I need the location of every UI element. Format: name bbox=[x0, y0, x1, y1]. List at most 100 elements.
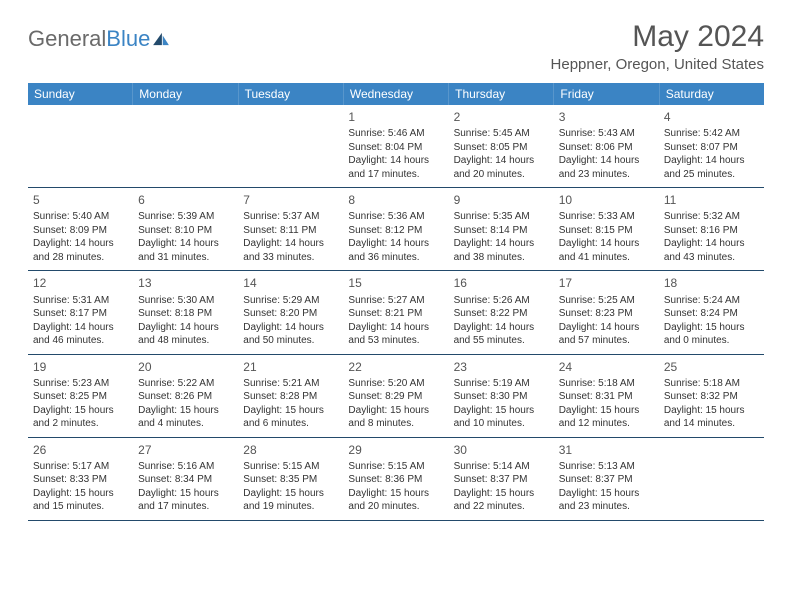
day-details: Sunrise: 5:27 AM Sunset: 8:21 PM Dayligh… bbox=[348, 294, 443, 348]
weekday-header: Thursday bbox=[449, 83, 554, 105]
calendar-day-cell: 18 Sunrise: 5:24 AM Sunset: 8:24 PM Dayli… bbox=[659, 271, 764, 353]
day-details: Sunrise: 5:43 AM Sunset: 8:06 PM Dayligh… bbox=[559, 127, 654, 181]
calendar-week-row: 19Sunrise: 5:23 AM Sunset: 8:25 PM Dayli… bbox=[28, 355, 764, 438]
day-details: Sunrise: 5:17 AM Sunset: 8:33 PM Dayligh… bbox=[33, 460, 128, 514]
day-number: 25 bbox=[664, 359, 759, 375]
calendar-day-cell: 5 Sunrise: 5:40 AM Sunset: 8:09 PM Daylig… bbox=[28, 188, 133, 270]
day-details: Sunrise: 5:18 AM Sunset: 8:32 PM Dayligh… bbox=[664, 377, 759, 431]
day-details: Sunrise: 5:20 AM Sunset: 8:29 PM Dayligh… bbox=[348, 377, 443, 431]
calendar-day-cell bbox=[659, 438, 764, 520]
day-number: 26 bbox=[33, 442, 128, 458]
day-number: 2 bbox=[454, 109, 549, 125]
day-number: 7 bbox=[243, 192, 338, 208]
calendar-week-row: 5 Sunrise: 5:40 AM Sunset: 8:09 PM Daylig… bbox=[28, 188, 764, 271]
day-number: 10 bbox=[559, 192, 654, 208]
day-details: Sunrise: 5:18 AM Sunset: 8:31 PM Dayligh… bbox=[559, 377, 654, 431]
calendar-day-cell: 31 Sunrise: 5:13 AM Sunset: 8:37 PM Dayli… bbox=[554, 438, 659, 520]
day-details: Sunrise: 5:30 AM Sunset: 8:18 PM Dayligh… bbox=[138, 294, 233, 348]
month-title: May 2024 bbox=[551, 20, 764, 54]
calendar-day-cell: 26 Sunrise: 5:17 AM Sunset: 8:33 PM Dayli… bbox=[28, 438, 133, 520]
location-text: Heppner, Oregon, United States bbox=[551, 56, 764, 73]
day-number: 5 bbox=[33, 192, 128, 208]
title-block: May 2024 Heppner, Oregon, United States bbox=[551, 20, 764, 73]
weekday-header: Monday bbox=[133, 83, 238, 105]
day-number: 30 bbox=[454, 442, 549, 458]
day-details: Sunrise: 5:46 AM Sunset: 8:04 PM Dayligh… bbox=[348, 127, 443, 181]
day-details: Sunrise: 5:22 AM Sunset: 8:26 PM Dayligh… bbox=[138, 377, 233, 431]
calendar-week-row: 1 Sunrise: 5:46 AM Sunset: 8:04 PM Daylig… bbox=[28, 105, 764, 188]
day-number: 31 bbox=[559, 442, 654, 458]
calendar-day-cell: 28 Sunrise: 5:15 AM Sunset: 8:35 PM Dayli… bbox=[238, 438, 343, 520]
day-details: Sunrise: 5:25 AM Sunset: 8:23 PM Dayligh… bbox=[559, 294, 654, 348]
day-details: Sunrise: 5:36 AM Sunset: 8:12 PM Dayligh… bbox=[348, 210, 443, 264]
day-number: 11 bbox=[664, 192, 759, 208]
day-number: 16 bbox=[454, 275, 549, 291]
day-number: 27 bbox=[138, 442, 233, 458]
day-details: Sunrise: 5:42 AM Sunset: 8:07 PM Dayligh… bbox=[664, 127, 759, 181]
day-number: 6 bbox=[138, 192, 233, 208]
calendar-day-cell: 4Sunrise: 5:42 AM Sunset: 8:07 PM Daylig… bbox=[659, 105, 764, 187]
weekday-header: Saturday bbox=[660, 83, 764, 105]
weekday-header: Friday bbox=[554, 83, 659, 105]
calendar-day-cell: 17 Sunrise: 5:25 AM Sunset: 8:23 PM Dayli… bbox=[554, 271, 659, 353]
day-number: 21 bbox=[243, 359, 338, 375]
calendar-day-cell: 11Sunrise: 5:32 AM Sunset: 8:16 PM Dayli… bbox=[659, 188, 764, 270]
day-details: Sunrise: 5:15 AM Sunset: 8:36 PM Dayligh… bbox=[348, 460, 443, 514]
calendar-day-cell bbox=[238, 105, 343, 187]
weeks-container: 1 Sunrise: 5:46 AM Sunset: 8:04 PM Daylig… bbox=[28, 105, 764, 521]
brand-part1: General bbox=[28, 26, 106, 52]
day-number: 14 bbox=[243, 275, 338, 291]
day-number: 20 bbox=[138, 359, 233, 375]
day-number: 9 bbox=[454, 192, 549, 208]
day-number: 19 bbox=[33, 359, 128, 375]
day-number: 28 bbox=[243, 442, 338, 458]
calendar-day-cell: 25 Sunrise: 5:18 AM Sunset: 8:32 PM Dayli… bbox=[659, 355, 764, 437]
weekday-header: Wednesday bbox=[344, 83, 449, 105]
day-number: 18 bbox=[664, 275, 759, 291]
day-number: 29 bbox=[348, 442, 443, 458]
page-header: General Blue May 2024 Heppner, Oregon, U… bbox=[28, 20, 764, 73]
weekday-header: Tuesday bbox=[239, 83, 344, 105]
calendar-day-cell: 2 Sunrise: 5:45 AM Sunset: 8:05 PM Daylig… bbox=[449, 105, 554, 187]
weekday-header-row: Sunday Monday Tuesday Wednesday Thursday… bbox=[28, 83, 764, 105]
day-number: 15 bbox=[348, 275, 443, 291]
calendar-day-cell: 23 Sunrise: 5:19 AM Sunset: 8:30 PM Dayli… bbox=[449, 355, 554, 437]
sail-icon bbox=[152, 32, 170, 46]
day-details: Sunrise: 5:39 AM Sunset: 8:10 PM Dayligh… bbox=[138, 210, 233, 264]
day-number: 12 bbox=[33, 275, 128, 291]
day-details: Sunrise: 5:29 AM Sunset: 8:20 PM Dayligh… bbox=[243, 294, 338, 348]
calendar-day-cell: 27Sunrise: 5:16 AM Sunset: 8:34 PM Dayli… bbox=[133, 438, 238, 520]
day-number: 22 bbox=[348, 359, 443, 375]
calendar-day-cell: 14 Sunrise: 5:29 AM Sunset: 8:20 PM Dayli… bbox=[238, 271, 343, 353]
calendar-day-cell: 22 Sunrise: 5:20 AM Sunset: 8:29 PM Dayli… bbox=[343, 355, 448, 437]
calendar-day-cell: 6 Sunrise: 5:39 AM Sunset: 8:10 PM Daylig… bbox=[133, 188, 238, 270]
day-number: 24 bbox=[559, 359, 654, 375]
day-details: Sunrise: 5:31 AM Sunset: 8:17 PM Dayligh… bbox=[33, 294, 128, 348]
calendar-day-cell: 3Sunrise: 5:43 AM Sunset: 8:06 PM Daylig… bbox=[554, 105, 659, 187]
calendar-day-cell: 13 Sunrise: 5:30 AM Sunset: 8:18 PM Dayli… bbox=[133, 271, 238, 353]
day-details: Sunrise: 5:14 AM Sunset: 8:37 PM Dayligh… bbox=[454, 460, 549, 514]
calendar-day-cell: 21Sunrise: 5:21 AM Sunset: 8:28 PM Dayli… bbox=[238, 355, 343, 437]
calendar-day-cell: 15 Sunrise: 5:27 AM Sunset: 8:21 PM Dayli… bbox=[343, 271, 448, 353]
calendar-day-cell bbox=[133, 105, 238, 187]
calendar-day-cell: 1 Sunrise: 5:46 AM Sunset: 8:04 PM Daylig… bbox=[343, 105, 448, 187]
day-details: Sunrise: 5:45 AM Sunset: 8:05 PM Dayligh… bbox=[454, 127, 549, 181]
day-details: Sunrise: 5:35 AM Sunset: 8:14 PM Dayligh… bbox=[454, 210, 549, 264]
day-details: Sunrise: 5:40 AM Sunset: 8:09 PM Dayligh… bbox=[33, 210, 128, 264]
day-details: Sunrise: 5:19 AM Sunset: 8:30 PM Dayligh… bbox=[454, 377, 549, 431]
day-details: Sunrise: 5:24 AM Sunset: 8:24 PM Dayligh… bbox=[664, 294, 759, 348]
calendar-day-cell: 7Sunrise: 5:37 AM Sunset: 8:11 PM Daylig… bbox=[238, 188, 343, 270]
day-details: Sunrise: 5:26 AM Sunset: 8:22 PM Dayligh… bbox=[454, 294, 549, 348]
day-details: Sunrise: 5:33 AM Sunset: 8:15 PM Dayligh… bbox=[559, 210, 654, 264]
day-details: Sunrise: 5:13 AM Sunset: 8:37 PM Dayligh… bbox=[559, 460, 654, 514]
day-number: 13 bbox=[138, 275, 233, 291]
calendar-day-cell: 19Sunrise: 5:23 AM Sunset: 8:25 PM Dayli… bbox=[28, 355, 133, 437]
calendar-day-cell: 20 Sunrise: 5:22 AM Sunset: 8:26 PM Dayli… bbox=[133, 355, 238, 437]
day-number: 1 bbox=[348, 109, 443, 125]
day-details: Sunrise: 5:15 AM Sunset: 8:35 PM Dayligh… bbox=[243, 460, 338, 514]
calendar-day-cell: 24 Sunrise: 5:18 AM Sunset: 8:31 PM Dayli… bbox=[554, 355, 659, 437]
day-number: 17 bbox=[559, 275, 654, 291]
calendar-day-cell: 9 Sunrise: 5:35 AM Sunset: 8:14 PM Daylig… bbox=[449, 188, 554, 270]
day-number: 23 bbox=[454, 359, 549, 375]
calendar-week-row: 26 Sunrise: 5:17 AM Sunset: 8:33 PM Dayli… bbox=[28, 438, 764, 521]
